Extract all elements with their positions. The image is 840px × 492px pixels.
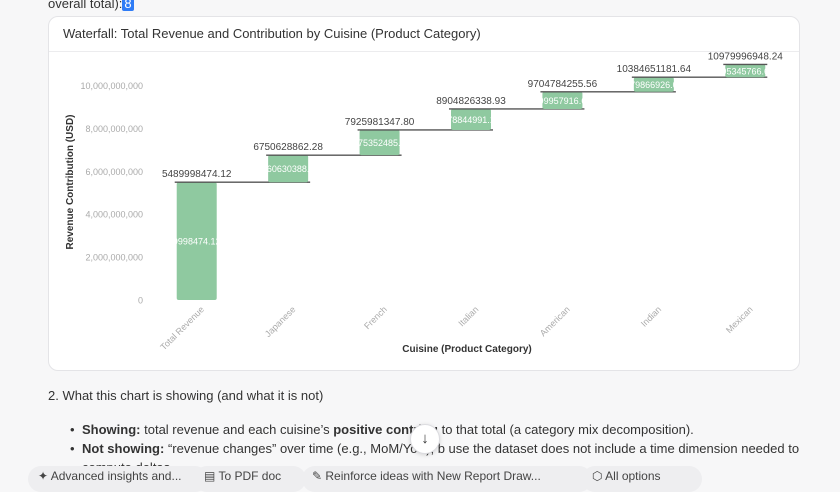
waterfall-chart: 0 2,000,000,000 4,000,000,000 6,000,000,000… <box>49 52 799 370</box>
pill-all-options[interactable]: ⬡ All options <box>582 466 702 492</box>
waterfall-bar <box>633 77 674 92</box>
waterfall-svg: 0 2,000,000,000 4,000,000,000 6,000,000,000… <box>65 52 784 355</box>
suggestion-bar: ✦ Advanced insights and... ▤ To PDF doc … <box>0 466 840 492</box>
bar-value-label: 978844991.13 <box>442 115 500 125</box>
bullet-dot: • <box>70 441 75 456</box>
bullet-showing-text2: to that total (a category mix decomposit… <box>437 422 694 437</box>
bullet-showing: • Showing: total revenue and each cuisin… <box>70 420 800 439</box>
chart-card-title: Waterfall: Total Revenue and Contributio… <box>49 17 799 52</box>
waterfall-bar <box>359 129 400 156</box>
bar-value-label: 1175352485.52 <box>349 138 411 148</box>
y-tick-label: 10,000,000,000 <box>80 81 143 91</box>
file-icon: ▤ <box>204 469 219 483</box>
waterfall-bar <box>268 155 309 183</box>
y-tick-label: 0 <box>138 296 143 306</box>
scroll-down-button[interactable]: ↓ <box>410 424 440 454</box>
waterfall-bar <box>176 182 217 300</box>
x-axis-label: Cuisine (Product Category) <box>402 344 531 355</box>
cumulative-label: 9704784255.56 <box>528 79 598 90</box>
x-tick-label: Italian <box>456 304 480 328</box>
waterfall-bar <box>451 108 491 130</box>
chart-card: Waterfall: Total Revenue and Contributio… <box>48 16 800 371</box>
waterfall-bar <box>725 64 766 78</box>
section-heading: 2. What this chart is showing (and what … <box>48 388 324 403</box>
bullet-showing-bold: Showing: <box>82 422 141 437</box>
cumulative-label: 10384651181.64 <box>617 64 692 75</box>
bar-value-label: 679866926.08 <box>625 80 683 90</box>
y-tick-label: 8,000,000,000 <box>85 124 143 134</box>
y-tick-label: 4,000,000,000 <box>85 210 143 220</box>
pill-to-pdf[interactable]: ▤ To PDF doc <box>194 466 306 492</box>
cumulative-label: 5489998474.12 <box>162 169 232 180</box>
bar-value-label: 595345766.60 <box>717 66 775 76</box>
x-tick-label: Japanese <box>263 304 298 339</box>
top-text-line: overall total): 8 <box>48 0 134 11</box>
x-tick-label: Indian <box>639 304 663 328</box>
waterfall-bar <box>542 91 583 109</box>
y-tick-label: 6,000,000,000 <box>85 167 143 177</box>
cumulative-label: 8904826338.93 <box>436 96 506 107</box>
x-tick-label: Total Revenue <box>158 304 206 352</box>
sparkle-icon: ✦ <box>38 469 51 483</box>
cumulative-label: 6750628862.28 <box>253 142 323 153</box>
x-tick-label: American <box>538 304 572 338</box>
bar-value-label: 5489998474.12000 <box>158 237 236 247</box>
bullet-showing-text: total revenue and each cuisine’s <box>140 422 334 437</box>
bar-value-label: 799957916.63 <box>534 96 592 106</box>
bar-value-label: 1260630388.16 <box>257 164 320 174</box>
cube-icon: ⬡ <box>592 469 606 483</box>
cumulative-label: 10979996948.24 <box>708 52 784 62</box>
x-tick-label: Mexican <box>724 304 755 335</box>
pill-reinforce-ideas[interactable]: ✎ Reinforce ideas with New Report Draw..… <box>302 466 592 492</box>
pen-icon: ✎ <box>312 469 326 483</box>
selected-highlight: 8 <box>122 0 134 11</box>
top-text-prefix: overall total): <box>48 0 123 11</box>
y-tick-label: 2,000,000,000 <box>85 253 143 263</box>
bullet-dot: • <box>70 422 75 437</box>
arrow-down-icon: ↓ <box>421 430 429 447</box>
pill-advanced-insights[interactable]: ✦ Advanced insights and... <box>28 466 208 492</box>
bullet-not-showing-bold: Not showing: <box>82 441 165 456</box>
cumulative-label: 7925981347.80 <box>345 117 415 128</box>
y-axis-label: Revenue Contribution (USD) <box>65 115 76 250</box>
x-tick-label: French <box>362 304 389 331</box>
